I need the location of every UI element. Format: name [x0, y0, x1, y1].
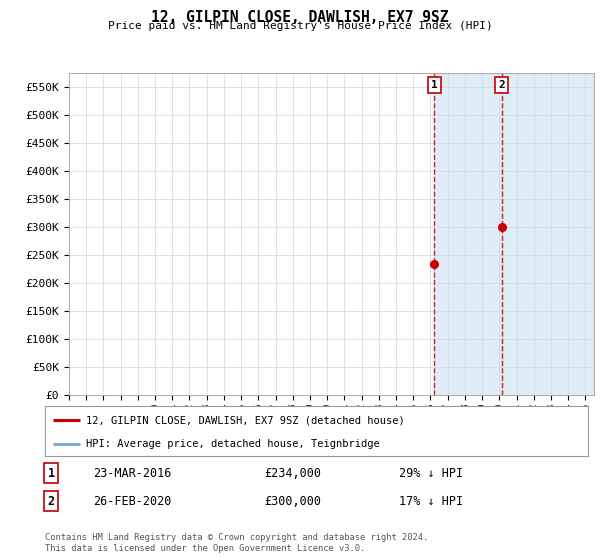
Text: 23-MAR-2016: 23-MAR-2016 — [93, 466, 172, 480]
Text: Price paid vs. HM Land Registry's House Price Index (HPI): Price paid vs. HM Land Registry's House … — [107, 21, 493, 31]
Bar — [434, 73, 502, 395]
Text: 29% ↓ HPI: 29% ↓ HPI — [399, 466, 463, 480]
Text: 1: 1 — [47, 466, 55, 480]
Text: 12, GILPIN CLOSE, DAWLISH, EX7 9SZ: 12, GILPIN CLOSE, DAWLISH, EX7 9SZ — [151, 10, 449, 25]
Text: 2: 2 — [47, 494, 55, 508]
Text: 17% ↓ HPI: 17% ↓ HPI — [399, 494, 463, 508]
Text: 1: 1 — [431, 80, 437, 90]
Text: Contains HM Land Registry data © Crown copyright and database right 2024.
This d: Contains HM Land Registry data © Crown c… — [45, 533, 428, 553]
Text: £300,000: £300,000 — [264, 494, 321, 508]
Text: £234,000: £234,000 — [264, 466, 321, 480]
Bar — [502, 73, 594, 395]
Text: 26-FEB-2020: 26-FEB-2020 — [93, 494, 172, 508]
Text: 12, GILPIN CLOSE, DAWLISH, EX7 9SZ (detached house): 12, GILPIN CLOSE, DAWLISH, EX7 9SZ (deta… — [86, 415, 404, 425]
Text: HPI: Average price, detached house, Teignbridge: HPI: Average price, detached house, Teig… — [86, 439, 379, 449]
Text: 2: 2 — [499, 80, 505, 90]
